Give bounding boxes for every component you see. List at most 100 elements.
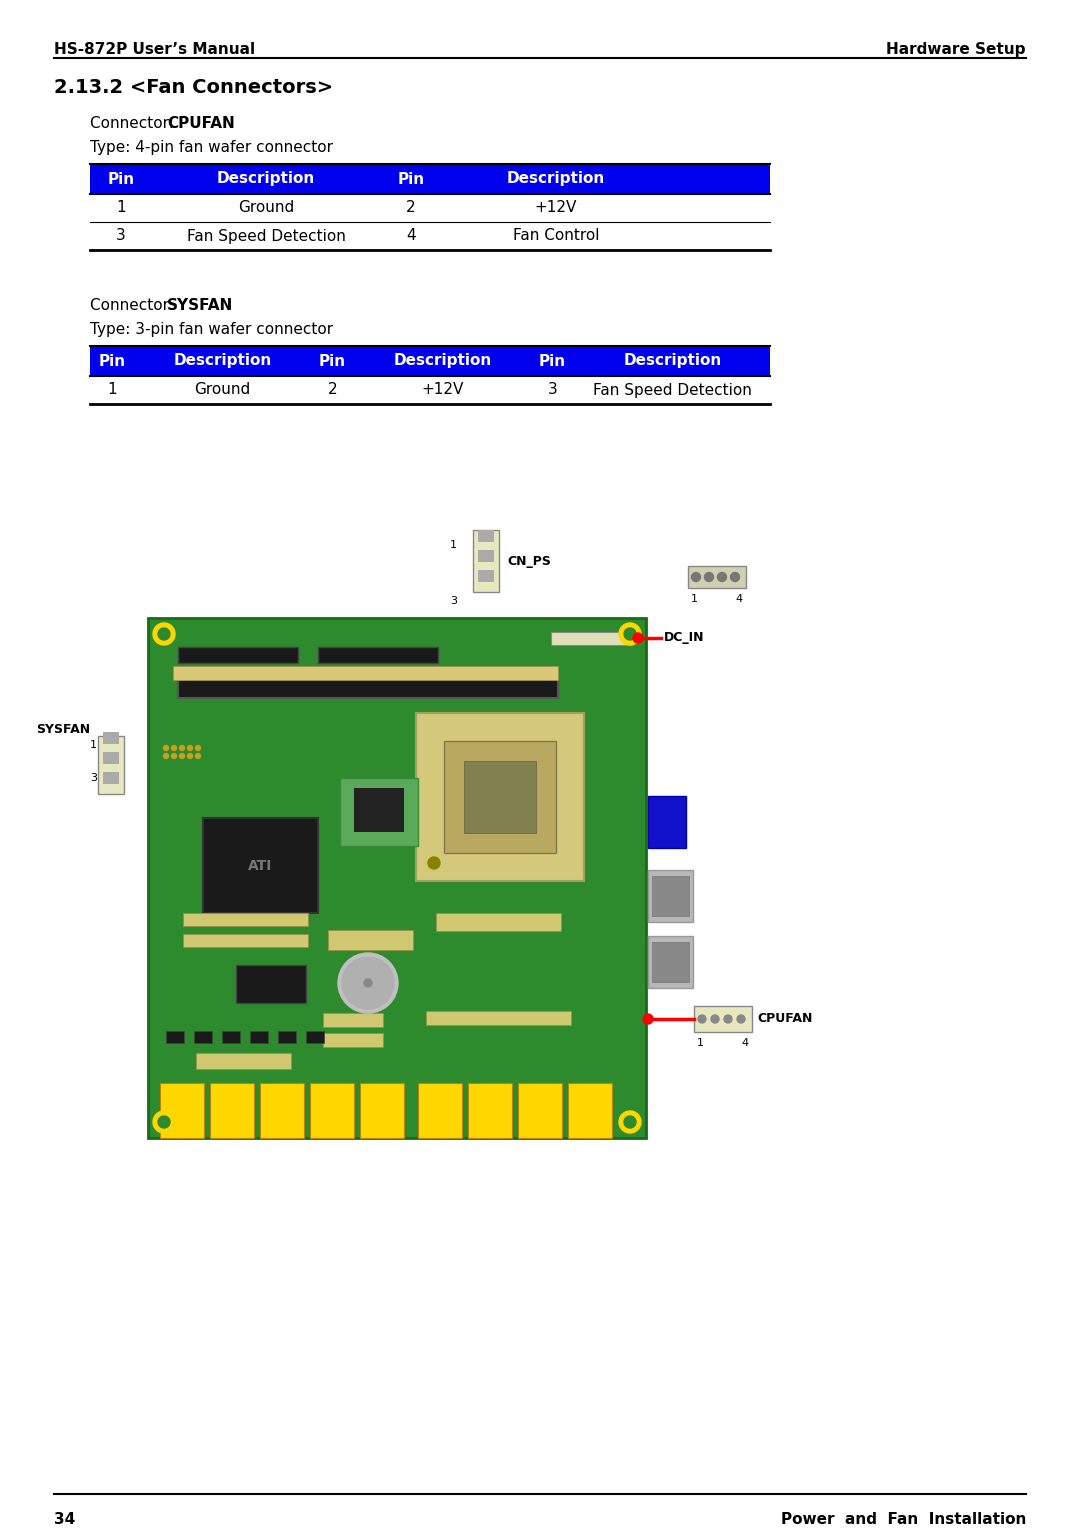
Circle shape <box>172 746 176 751</box>
Text: 3: 3 <box>548 382 557 398</box>
Bar <box>323 1034 383 1047</box>
Text: Pin: Pin <box>539 353 566 368</box>
Circle shape <box>158 1116 170 1128</box>
Bar <box>478 531 494 541</box>
Bar <box>436 913 561 931</box>
Circle shape <box>338 953 399 1014</box>
Text: SYSFAN: SYSFAN <box>36 723 90 735</box>
Text: Type: 4-pin fan wafer connector: Type: 4-pin fan wafer connector <box>90 141 333 154</box>
Bar <box>103 732 119 745</box>
Text: ATI: ATI <box>248 858 272 873</box>
Circle shape <box>172 754 176 758</box>
Bar <box>178 647 298 664</box>
Text: Description: Description <box>623 353 721 368</box>
Bar <box>178 680 558 699</box>
Circle shape <box>633 633 643 644</box>
Text: 2: 2 <box>406 200 416 216</box>
Bar <box>340 778 418 846</box>
Circle shape <box>195 754 201 758</box>
Bar <box>323 1014 383 1027</box>
Bar <box>90 346 770 376</box>
Circle shape <box>698 1015 706 1023</box>
Circle shape <box>428 856 440 868</box>
Bar <box>648 797 686 849</box>
Bar <box>310 1083 354 1138</box>
Text: 4: 4 <box>735 593 743 604</box>
Text: CPUFAN: CPUFAN <box>167 116 234 131</box>
Text: Pin: Pin <box>107 171 135 187</box>
Circle shape <box>691 572 701 581</box>
Circle shape <box>163 754 168 758</box>
Bar <box>464 761 536 833</box>
Text: +12V: +12V <box>535 200 577 216</box>
Text: Fan Control: Fan Control <box>513 228 599 243</box>
Bar <box>468 1083 512 1138</box>
Circle shape <box>643 1014 653 1024</box>
Text: 4: 4 <box>406 228 416 243</box>
Bar <box>90 164 770 194</box>
Text: Description: Description <box>217 171 315 187</box>
Text: 34: 34 <box>54 1512 76 1527</box>
Bar <box>652 876 689 916</box>
Text: Ground: Ground <box>238 200 294 216</box>
Bar <box>694 1006 752 1032</box>
Bar <box>473 531 499 592</box>
Text: 2: 2 <box>327 382 337 398</box>
Text: Pin: Pin <box>99 353 126 368</box>
Bar <box>195 1053 291 1069</box>
Text: Pin: Pin <box>319 353 346 368</box>
Text: 1: 1 <box>90 740 97 751</box>
Circle shape <box>153 622 175 645</box>
Bar <box>688 566 746 589</box>
Text: Connector:: Connector: <box>90 116 179 131</box>
Bar <box>328 930 413 950</box>
Bar <box>648 936 693 988</box>
Circle shape <box>179 754 185 758</box>
Text: 1: 1 <box>697 1038 704 1047</box>
Bar <box>568 1083 612 1138</box>
Text: Description: Description <box>393 353 491 368</box>
Text: Fan Speed Detection: Fan Speed Detection <box>593 382 752 398</box>
Circle shape <box>724 1015 732 1023</box>
Text: CN_PS: CN_PS <box>507 555 551 567</box>
Bar <box>260 1083 303 1138</box>
Bar <box>210 1083 254 1138</box>
Text: Connector:: Connector: <box>90 298 179 313</box>
Bar <box>354 787 404 832</box>
Circle shape <box>163 746 168 751</box>
Bar <box>278 1031 296 1043</box>
Text: Power  and  Fan  Installation: Power and Fan Installation <box>781 1512 1026 1527</box>
Bar <box>103 772 119 784</box>
Text: 3: 3 <box>117 228 126 243</box>
Text: Fan Speed Detection: Fan Speed Detection <box>187 228 346 243</box>
Bar <box>203 818 318 913</box>
Circle shape <box>188 746 192 751</box>
Bar <box>318 647 438 664</box>
Bar <box>148 618 646 1138</box>
Bar <box>173 667 558 680</box>
Bar <box>426 1011 571 1024</box>
Bar <box>103 752 119 764</box>
Circle shape <box>624 628 636 641</box>
Circle shape <box>730 572 740 581</box>
Text: DC_IN: DC_IN <box>664 631 704 645</box>
Bar <box>416 713 584 881</box>
Text: 1: 1 <box>108 382 118 398</box>
Bar <box>249 1031 268 1043</box>
Text: Type: 3-pin fan wafer connector: Type: 3-pin fan wafer connector <box>90 323 333 336</box>
Circle shape <box>711 1015 719 1023</box>
Text: Description: Description <box>507 171 605 187</box>
Text: Ground: Ground <box>194 382 251 398</box>
Bar <box>551 631 633 645</box>
Text: 4: 4 <box>742 1038 750 1047</box>
Text: Description: Description <box>174 353 272 368</box>
Text: +12V: +12V <box>421 382 463 398</box>
Circle shape <box>188 754 192 758</box>
Text: 3: 3 <box>450 596 457 605</box>
Circle shape <box>624 1116 636 1128</box>
Bar <box>237 965 306 1003</box>
Bar <box>183 934 308 946</box>
Text: 1: 1 <box>117 200 125 216</box>
Bar <box>166 1031 184 1043</box>
Bar <box>648 870 693 922</box>
